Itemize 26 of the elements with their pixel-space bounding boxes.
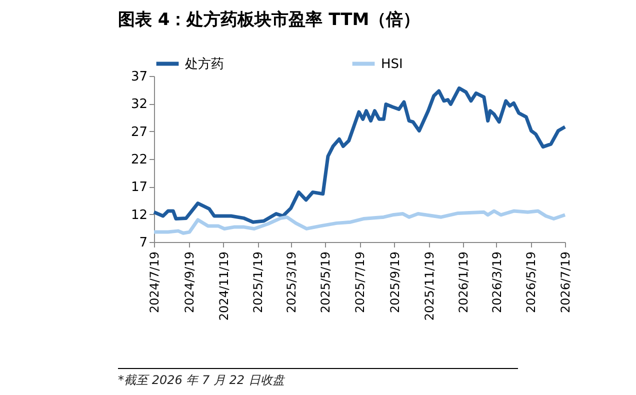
x-tick-label: 2024/11/19 [216,252,231,321]
line-series [152,209,567,235]
x-tick-label: 2024/7/19 [148,252,162,314]
x-tick-label: 2025/9/19 [388,252,402,314]
x-tick-label: 2025/7/19 [353,252,367,314]
y-tick-label: 27 [130,124,148,140]
y-tick-label: 12 [130,208,148,223]
y-tick-label: 32 [130,97,148,112]
x-tick-label: 2025/3/19 [284,252,298,314]
y-tick-label: 17 [130,180,148,196]
x-tick-label: 2026/3/19 [490,252,504,314]
y-tick-label: 37 [130,70,148,84]
legend-label: HSI [381,56,403,72]
x-tick-label: 2025/11/19 [422,252,436,321]
x-tick-label: 2024/9/19 [182,252,196,314]
chart-title: 图表 4：处方药板块市盈率 TTM（倍） [118,9,420,31]
y-tick-label: 7 [139,236,148,250]
x-tick-label: 2025/1/19 [251,252,266,314]
x-tick-label: 2026/5/19 [524,252,538,314]
legend-label: 处方药 [185,56,224,72]
x-tick-label: 2026/1/19 [456,252,471,314]
text: *截至 2026 年 7 月 22 日收盘 [118,368,518,389]
x-tick-label: 2025/5/19 [318,252,333,314]
y-tick-label: 22 [130,152,148,168]
x-tick-label: 2026/7/19 [558,252,572,314]
line-series [152,86,567,224]
